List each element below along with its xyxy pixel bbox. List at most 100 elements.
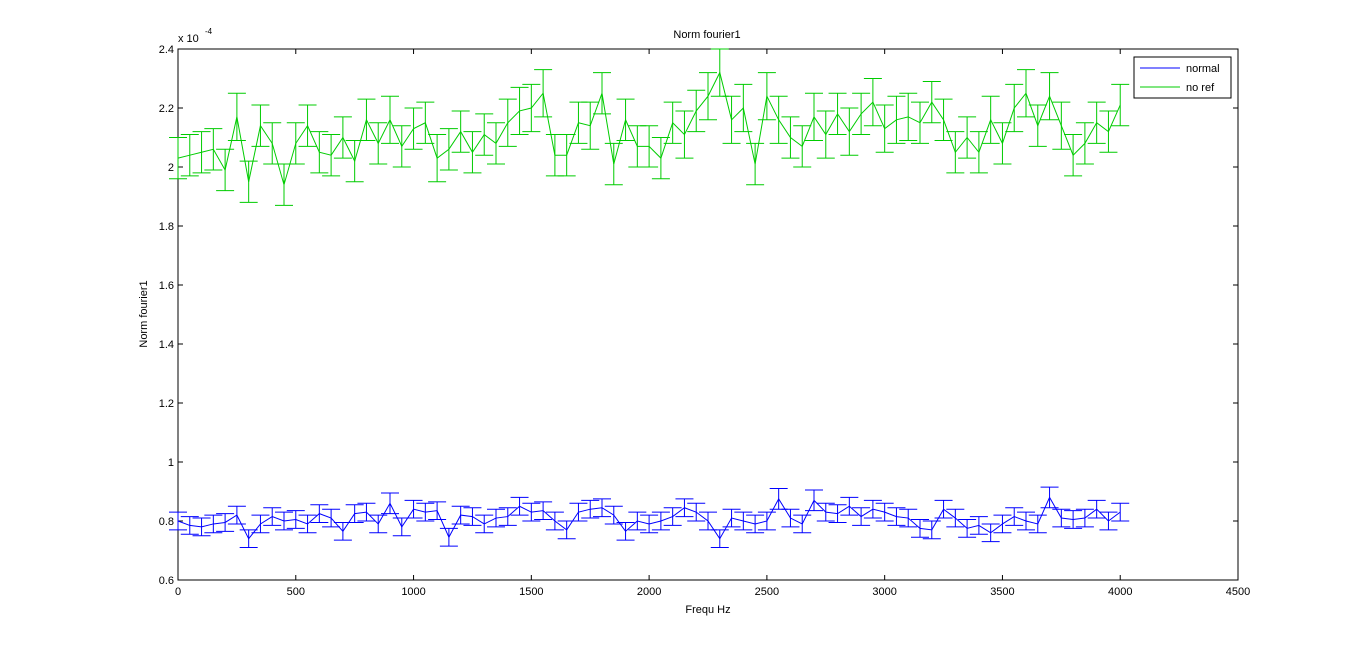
error-bar [227,505,246,525]
error-bar [581,101,600,150]
error-bar [922,80,941,124]
error-bar [816,502,835,522]
x-tick-label: 4500 [1226,586,1250,598]
error-bar [981,523,1000,543]
error-bar [204,514,223,534]
data-series [169,48,1130,549]
error-bar [675,110,694,159]
error-bar [899,508,918,528]
error-bar [793,125,812,168]
y-axis-label: Norm fourier1 [138,280,150,347]
legend-label-normal: normal [1186,63,1220,75]
error-bar [757,72,776,121]
error-bar [863,499,882,519]
error-bar [1017,69,1035,118]
error-bar [1111,83,1130,127]
error-bar [1064,510,1083,529]
error-bar [899,92,918,141]
error-bar [510,86,529,136]
error-bar [1087,101,1106,144]
error-bar [852,92,871,136]
x-tick-label: 1500 [519,586,543,598]
error-bar [357,502,376,522]
y-exponent: x 10 -4 [178,27,213,45]
error-bar [298,514,317,534]
error-bar [451,505,470,525]
axis-ticks: 0 500 1000 1500 2000 2500 3000 3500 4000 4500 0.6 0… [159,44,1251,598]
error-bar [651,511,670,531]
error-bar [369,122,388,165]
error-bar [475,113,494,156]
error-bar [981,95,1000,144]
x-tick-label: 500 [287,586,305,598]
legend-label-no-ref: no ref [1186,82,1215,94]
error-bar [840,496,859,516]
x-tick-label: 2500 [755,586,779,598]
error-bar [251,104,270,147]
error-bar [628,511,647,531]
error-bar [180,516,199,535]
error-bar [958,116,977,159]
y-tick-label: 0.6 [159,575,174,587]
error-bar [1017,511,1035,531]
error-bar [310,504,329,523]
error-bar [192,131,211,174]
error-bar [710,529,729,549]
error-bar [969,131,988,174]
error-bar [404,107,423,150]
error-bar [934,499,953,519]
error-bar [911,101,929,144]
error-bar [169,137,187,180]
error-bar [593,72,611,115]
x-tick-label: 3000 [872,586,896,598]
error-bar [451,110,470,153]
error-bar [286,510,305,529]
error-bar [239,529,258,549]
error-bar [498,98,517,147]
error-bar [840,107,859,156]
error-bar [734,511,753,531]
error-bar [310,131,329,174]
error-bar [922,520,941,540]
error-bar [769,95,788,144]
error-bar [722,95,741,144]
error-bar [381,492,399,515]
error-bar [1111,502,1130,522]
error-bar [781,508,800,528]
error-bar [746,142,765,186]
error-bar [251,514,270,534]
error-bar [793,514,812,534]
error-bar [1040,72,1059,121]
error-bar [322,508,341,528]
error-bar [439,527,458,547]
error-bar [1040,486,1059,509]
error-bar [357,98,376,141]
error-bar [463,507,482,526]
error-bar [946,508,965,528]
error-bar [1064,134,1083,177]
error-bar [805,92,823,141]
error-bar [993,514,1012,534]
error-bar [887,95,906,144]
x-tick-label: 3500 [990,586,1014,598]
error-bar [239,160,258,203]
error-bar [475,514,494,534]
y-tick-label: 1.6 [159,280,174,292]
error-bar [510,496,529,516]
error-bar [969,516,988,535]
error-bar [911,519,929,538]
error-bar [958,519,977,538]
y-tick-label: 2.2 [159,103,174,115]
error-bar [604,142,623,186]
error-bar [816,110,835,159]
error-bar [852,507,871,526]
y-tick-label: 1.2 [159,398,174,410]
error-bar [616,521,635,541]
error-bar [722,508,741,528]
error-bar [263,507,282,526]
y-tick-label: 2.4 [159,44,174,56]
error-bar [275,511,293,531]
error-bar [781,116,800,159]
